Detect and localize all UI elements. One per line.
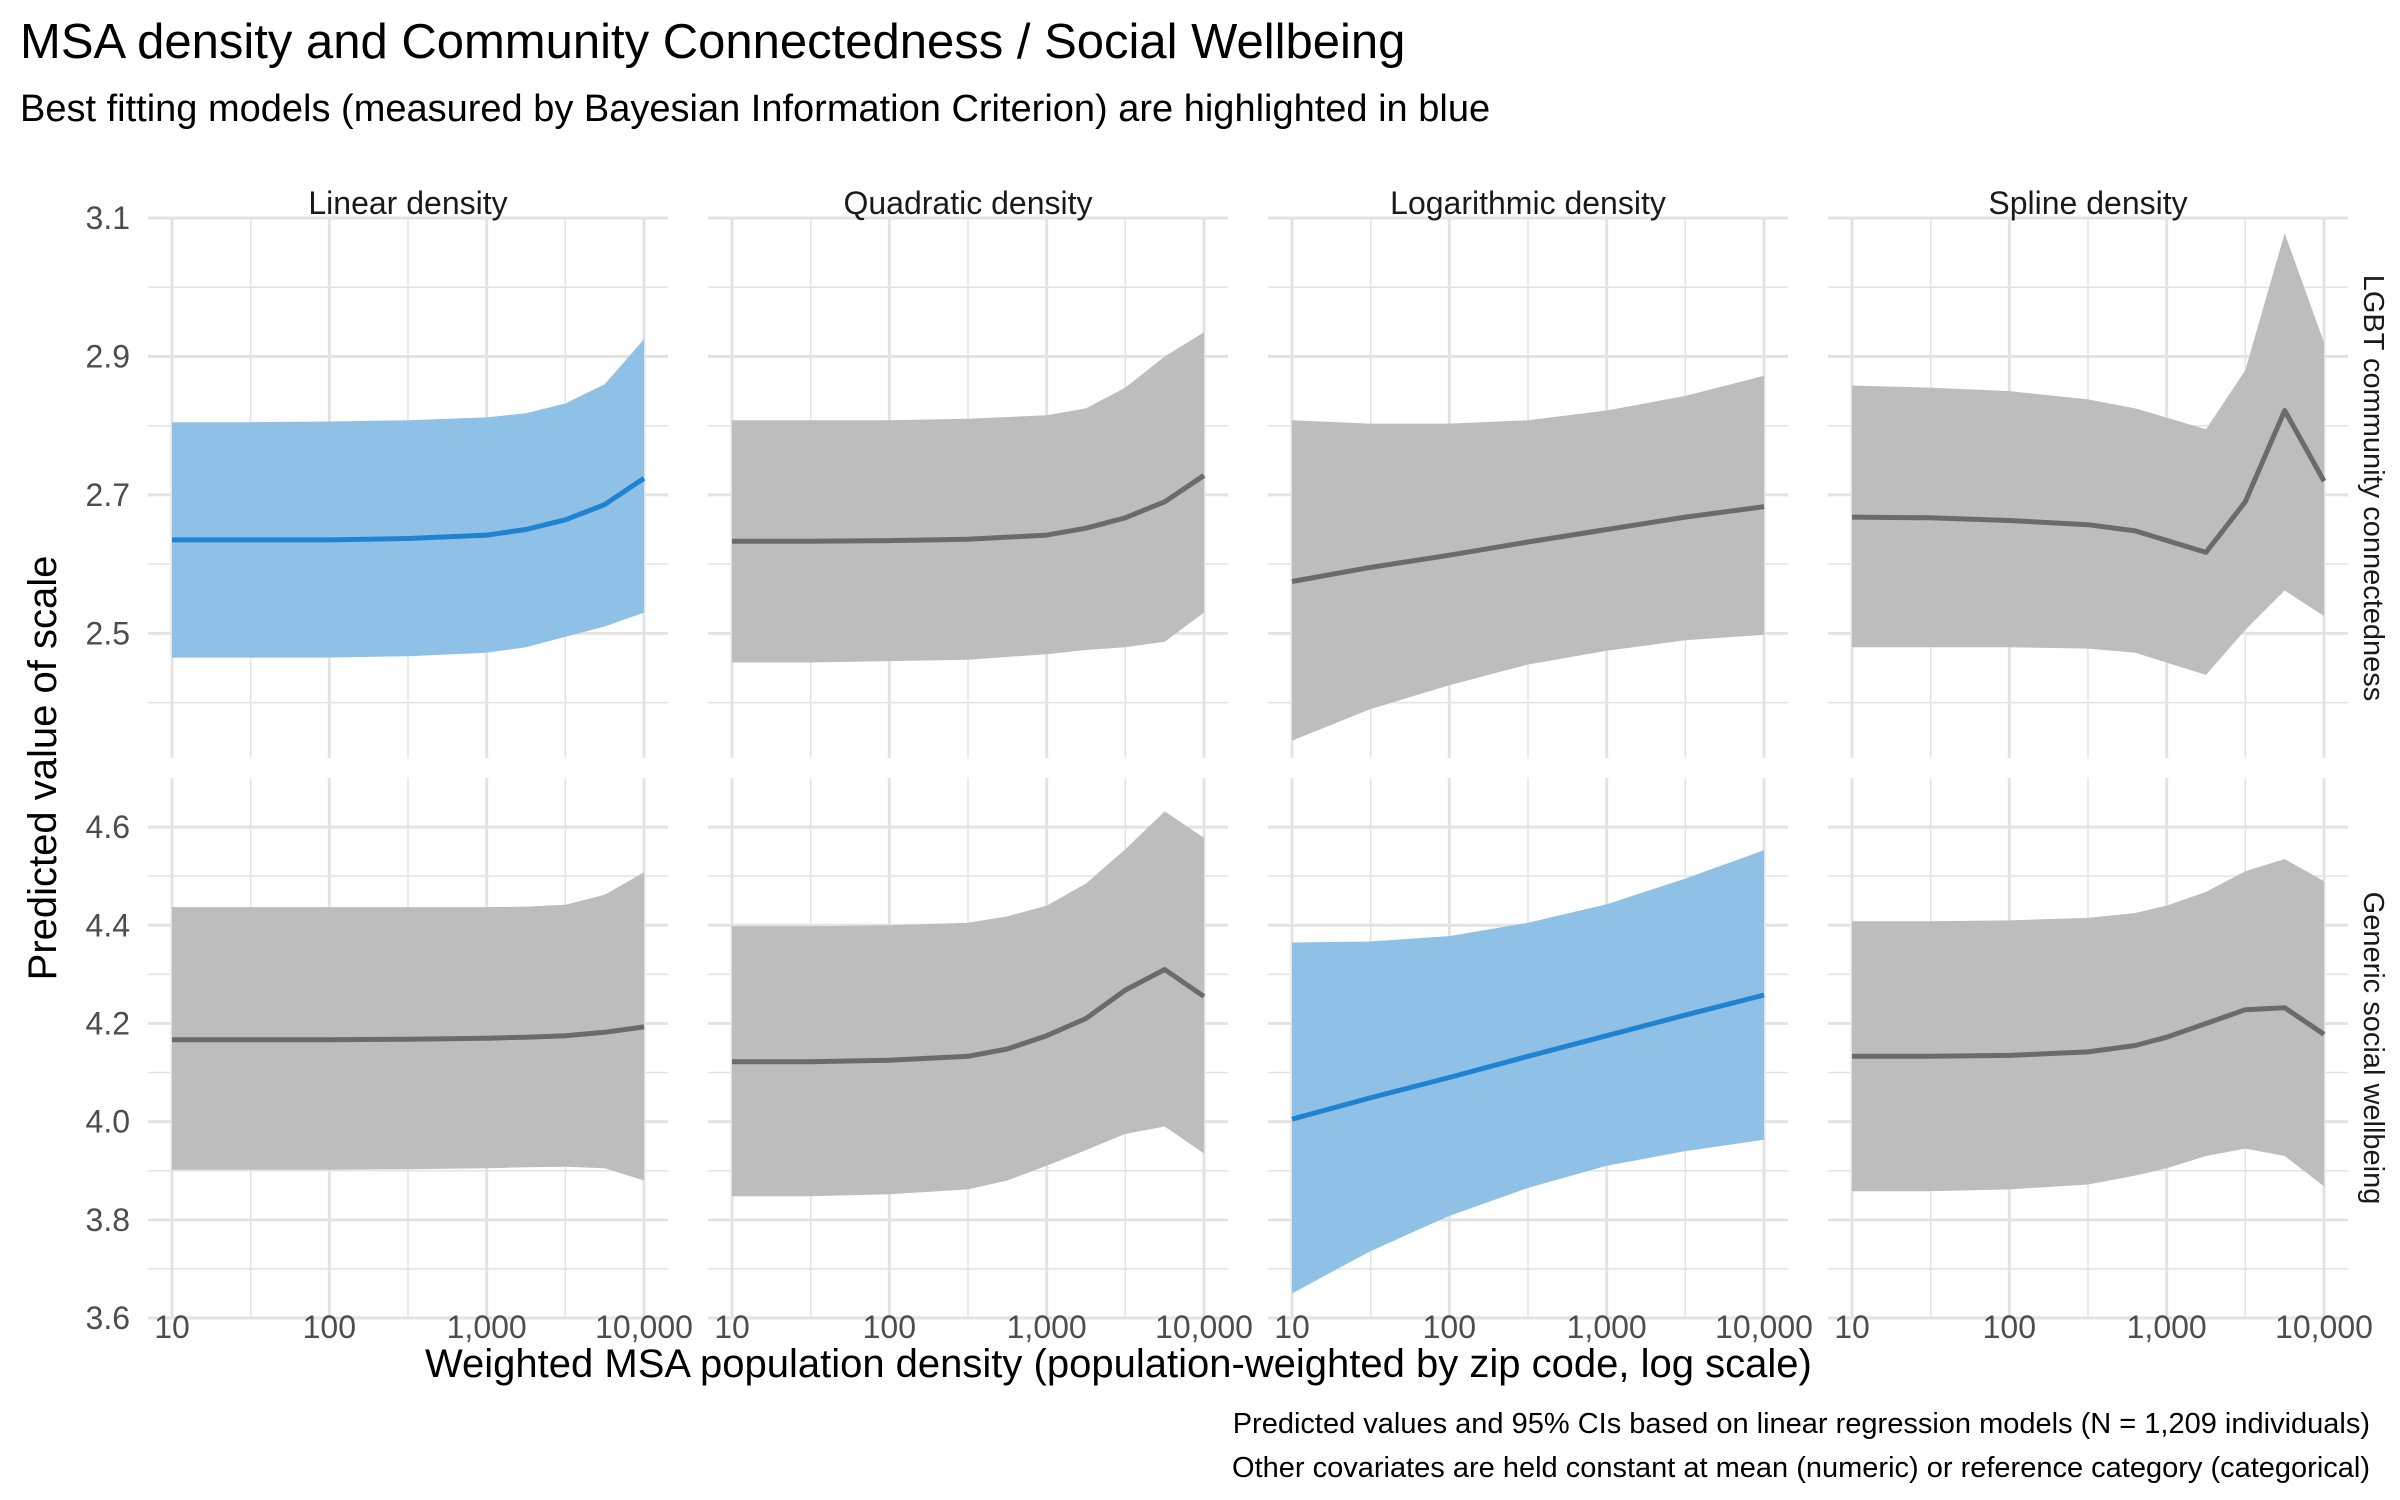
- y-tick-label: 3.1: [86, 200, 130, 236]
- prediction-line: [172, 476, 646, 543]
- x-tick-label: 1,000: [1007, 1309, 1087, 1345]
- y-tick-label: 4.6: [86, 809, 130, 845]
- x-tick-label: 10: [714, 1309, 750, 1345]
- y-tick-label: 4.2: [86, 1005, 130, 1041]
- caption-line-2: Other covariates are held constant at me…: [1232, 1452, 2370, 1484]
- facet-column-label: Quadratic density: [843, 185, 1092, 221]
- x-tick-label: 1,000: [447, 1309, 527, 1345]
- prediction-line: [1852, 1005, 2326, 1059]
- panel-1-2: [1291, 850, 1765, 1294]
- confidence-ribbon: [1852, 233, 2324, 675]
- prediction-line: [732, 967, 1206, 1065]
- confidence-ribbon: [1292, 850, 1764, 1294]
- x-tick-label: 10,000: [1155, 1309, 1253, 1345]
- y-tick-label: 2.9: [86, 338, 130, 374]
- confidence-ribbon: [1852, 859, 2324, 1192]
- x-tick-label: 100: [1423, 1309, 1476, 1345]
- prediction-line: [172, 1024, 645, 1043]
- x-axis-label: Weighted MSA population density (populat…: [425, 1342, 1812, 1386]
- x-tick-label: 10,000: [1715, 1309, 1813, 1345]
- chart-title: MSA density and Community Connectedness …: [20, 15, 1406, 69]
- prediction-line: [732, 473, 1206, 544]
- x-tick-label: 10: [1274, 1309, 1310, 1345]
- panel-1-1: [732, 811, 1206, 1197]
- facet-column-label: Spline density: [1988, 185, 2187, 221]
- panel-0-0: [172, 339, 646, 658]
- facet-column-label: Linear density: [308, 185, 507, 221]
- x-tick-label: 10,000: [595, 1309, 693, 1345]
- facet-column-label: Logarithmic density: [1390, 185, 1666, 221]
- panel-0-1: [732, 332, 1206, 663]
- x-tick-label: 100: [303, 1309, 356, 1345]
- confidence-ribbon: [172, 872, 644, 1181]
- x-tick-label: 10: [1834, 1309, 1870, 1345]
- x-tick-label: 100: [1983, 1309, 2036, 1345]
- prediction-line: [1851, 408, 2327, 555]
- y-tick-label: 3.8: [86, 1202, 130, 1238]
- panel-0-2: [1291, 375, 1765, 741]
- panel-1-0: [172, 872, 645, 1181]
- y-tick-label: 4.4: [86, 907, 130, 943]
- prediction-line: [1291, 504, 1765, 584]
- confidence-ribbon: [732, 811, 1204, 1197]
- y-tick-label: 2.5: [86, 615, 130, 651]
- y-axis-label: Predicted value of scale: [21, 556, 65, 981]
- confidence-ribbon: [732, 332, 1204, 663]
- confidence-ribbon: [172, 339, 644, 658]
- y-tick-label: 2.7: [86, 477, 130, 513]
- x-tick-label: 10: [154, 1309, 190, 1345]
- panel-0-3: [1851, 233, 2327, 675]
- chart-subtitle: Best fitting models (measured by Bayesia…: [20, 88, 1491, 130]
- x-tick-label: 1,000: [2127, 1309, 2207, 1345]
- confidence-ribbon: [1292, 375, 1764, 741]
- panel-1-3: [1852, 859, 2326, 1192]
- x-tick-label: 100: [863, 1309, 916, 1345]
- facet-row-label: Generic social wellbeing: [2357, 892, 2389, 1205]
- y-tick-label: 3.6: [86, 1300, 130, 1336]
- x-tick-label: 10,000: [2275, 1309, 2373, 1345]
- x-tick-label: 1,000: [1567, 1309, 1647, 1345]
- caption-line-1: Predicted values and 95% CIs based on li…: [1232, 1408, 2370, 1440]
- y-tick-label: 4.0: [86, 1104, 130, 1140]
- facet-row-label: LGBT community connectedness: [2357, 275, 2389, 702]
- prediction-line: [1291, 992, 1765, 1122]
